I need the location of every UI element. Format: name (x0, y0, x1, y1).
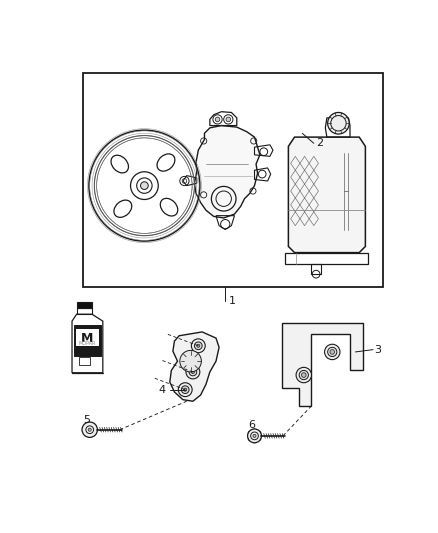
Bar (328, 348, 336, 356)
Circle shape (186, 365, 200, 379)
Circle shape (226, 117, 231, 122)
Circle shape (181, 386, 189, 393)
Circle shape (215, 117, 220, 122)
Text: 5: 5 (84, 415, 91, 425)
Text: M: M (81, 332, 94, 344)
Circle shape (253, 434, 256, 438)
Bar (74, 325, 101, 356)
Bar (83, 73, 383, 287)
Circle shape (301, 373, 306, 377)
Circle shape (191, 370, 194, 374)
Circle shape (191, 339, 205, 353)
Circle shape (328, 112, 349, 134)
Bar (77, 302, 92, 308)
Circle shape (178, 383, 192, 397)
Bar (77, 308, 92, 314)
Polygon shape (282, 322, 363, 406)
Circle shape (180, 350, 201, 372)
Bar (76, 329, 99, 346)
Circle shape (325, 344, 340, 360)
Circle shape (82, 422, 97, 438)
Circle shape (141, 182, 148, 189)
Circle shape (299, 370, 308, 379)
Circle shape (88, 428, 91, 431)
Circle shape (194, 342, 202, 350)
Text: 1: 1 (229, 296, 236, 306)
Circle shape (247, 429, 261, 443)
Text: 3: 3 (374, 345, 381, 354)
Bar (300, 371, 307, 379)
Text: 4: 4 (158, 385, 165, 394)
Text: 6: 6 (248, 420, 255, 430)
Bar (79, 357, 91, 365)
Circle shape (184, 388, 187, 391)
Polygon shape (248, 429, 261, 443)
Polygon shape (288, 137, 365, 253)
Polygon shape (194, 126, 260, 218)
Text: MOPAR: MOPAR (79, 341, 96, 346)
Circle shape (197, 344, 200, 348)
Polygon shape (170, 332, 219, 401)
Circle shape (328, 348, 337, 357)
Circle shape (189, 368, 197, 376)
Circle shape (296, 367, 311, 383)
Circle shape (330, 350, 335, 354)
Text: 2: 2 (316, 138, 323, 148)
